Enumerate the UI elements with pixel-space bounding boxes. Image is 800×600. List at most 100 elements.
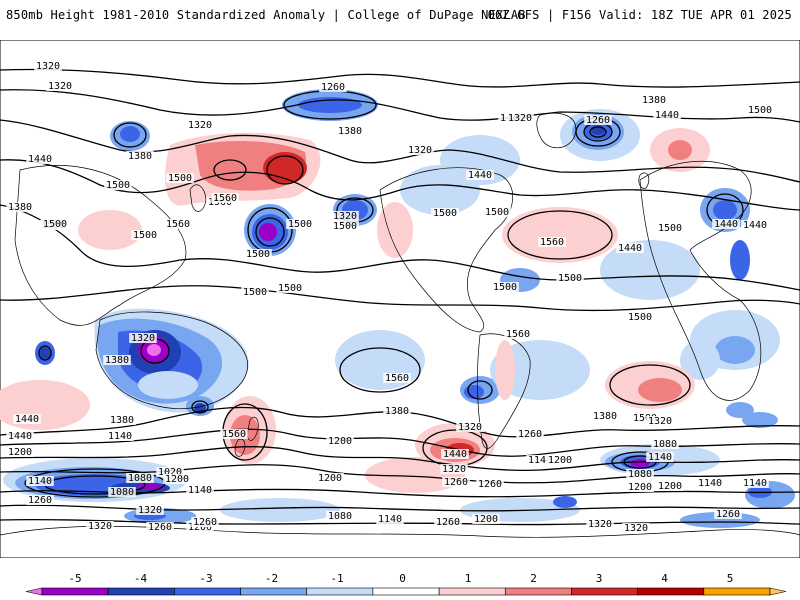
height-contour [339,347,421,393]
contour-label-bg [712,219,740,229]
contour-label: 1260 [716,509,740,520]
contour-label: 1260 [28,495,52,506]
contour-label-bg [276,283,304,293]
contour-label: 1500 [485,207,509,218]
anomaly-area [210,158,250,182]
contour-label: 1260 [478,479,502,490]
colorbar-bin [703,587,771,596]
anomaly-area [138,371,198,399]
contour-label: 1260 [518,429,542,440]
coastline [638,172,650,189]
colorbar-tick-label: -2 [265,572,278,585]
contour-label-bg [26,476,54,486]
contour-label: 1260 [444,477,468,488]
contour-label-bg [434,517,462,527]
contour-label: 1140 [378,514,402,525]
anomaly-area [440,135,520,185]
contour-label: 1080 [628,469,652,480]
contour-label-bg [646,416,674,426]
contour-label-bg [651,439,679,449]
contour-label: 1080 [653,439,677,450]
height-contour [38,345,52,361]
contour-label: 1500 [633,413,657,424]
colorbar-bin [174,587,241,596]
contour-label-bg [6,202,34,212]
colorbar-bin [637,587,705,596]
contour-label-bg [13,414,41,424]
contour-label: 1080 [110,487,134,498]
contour-label-bg [244,249,272,259]
contour-label: 1560 [385,373,409,384]
contour-label-bg [108,415,136,425]
contour-label: 1320 [624,523,648,534]
anomaly-area [715,336,755,364]
anomaly-map: 1320 1320 1260 1380 1260 1440 1320 1380 1380 1320… [0,40,800,558]
contour-label-bg [220,429,248,439]
contour-label: 1500 [106,180,130,191]
contour-label: 1560 [166,219,190,230]
anomaly-area [220,498,340,522]
contour-label-bg [6,431,34,441]
contour-label-bg [186,485,214,495]
contour-label: 1500 [243,287,267,298]
anomaly-area [668,140,692,160]
contour-label-bg [646,452,674,462]
contour-label-bg [86,521,114,531]
contour-label-bg [383,373,411,383]
contour-label: 1200 [165,474,189,485]
anomaly-area [259,223,277,241]
contour-label-bg [626,469,654,479]
height-contour [0,285,800,312]
contour-label: 1260 [148,522,172,533]
coastline [189,184,207,212]
contour-label-bg [556,273,584,283]
contour-label-bg [6,447,34,457]
contour-label-bg [504,329,532,339]
colorbar-bin [41,587,109,596]
colorbar-bin [306,587,374,596]
contour-label-bg [586,519,614,529]
anomaly-area [120,126,140,142]
anomaly-area [464,385,484,399]
contour-label-bg [741,478,769,488]
height-contour [213,159,247,181]
coastline [639,160,762,401]
anomaly-area [730,240,750,280]
contour-label: 1560 [506,329,530,340]
contour-label-bg [442,477,470,487]
colorbar: -5 -4 -3 -2 -1 0 1 2 3 4 5 [0,568,800,600]
contour-label: 1320 [138,505,162,516]
contour-label-bg [131,230,159,240]
colorbar-bin [438,587,506,596]
contour-label: 1440 [655,110,679,121]
contour-label-bg [129,333,157,343]
model-run-info: 06Z GFS | F156 Valid: 18Z TUE APR 01 202… [487,8,792,22]
contour-label: 1500 [168,173,192,184]
colorbar-bin [504,587,572,596]
colorbar-tick-label: 0 [399,572,406,585]
contour-label: 1380 [110,415,134,426]
contour-label: 1140 [108,431,132,442]
height-contour [113,122,147,148]
contour-label-bg [376,514,404,524]
contour-label-bg [316,473,344,483]
contour-label: 1200 [658,481,682,492]
contour-label: 1380 [642,95,666,106]
contour-label-bg [156,467,184,477]
height-contour [191,400,209,414]
contour-label-bg [546,455,574,465]
contour-label-bg [383,406,411,416]
contour-label: 1200 [628,482,652,493]
contour-label-bg [211,193,239,203]
contour-label: 1140 [528,455,552,466]
contour-label-bg [26,154,54,164]
contour-label-bg [626,312,654,322]
contour-label-bg [622,523,650,533]
contour-label-bg [584,115,612,125]
colorbar-bin [240,587,308,596]
contour-label-bg [616,243,644,253]
contour-label: 1500 [493,282,517,293]
contour-label: 1500 [558,273,582,284]
anomaly-area [495,340,515,400]
